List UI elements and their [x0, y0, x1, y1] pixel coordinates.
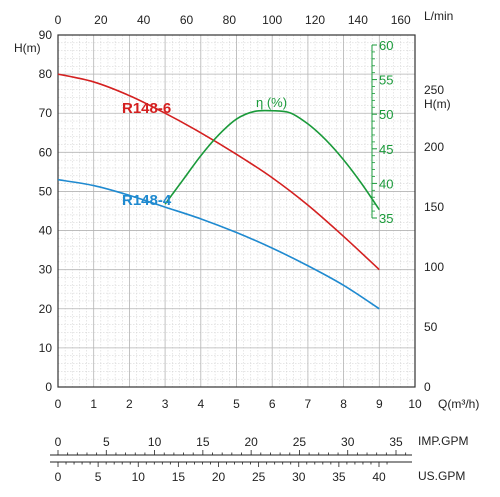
top-tick-label: 80 — [223, 13, 237, 27]
us-gpm-tick-label: 35 — [332, 470, 346, 484]
series-line-2 — [164, 109, 380, 211]
series-line-1 — [57, 178, 380, 310]
imp-gpm-tick-label: 30 — [341, 435, 355, 449]
us-gpm-tick-label: 25 — [252, 470, 266, 484]
us-gpm-tick-label: 5 — [95, 470, 102, 484]
y-tick-label: 90 — [39, 28, 53, 42]
imp-gpm-label: IMP.GPM — [418, 434, 468, 448]
eff-tick-label: 55 — [379, 73, 393, 88]
us-gpm-tick-label: 40 — [372, 470, 386, 484]
right-tick-label: 50 — [424, 320, 438, 334]
right-axis-label: H(m) — [424, 97, 451, 111]
top-tick-label: 120 — [305, 13, 325, 27]
x-tick-label: 2 — [126, 397, 133, 411]
imp-gpm-tick-label: 15 — [196, 435, 210, 449]
top-tick-label: 20 — [94, 13, 108, 27]
series-label-r148-4: R148-4 — [122, 192, 172, 209]
us-gpm-tick-label: 20 — [212, 470, 226, 484]
us-gpm-tick-label: 15 — [172, 470, 186, 484]
imp-gpm-tick-label: 5 — [103, 435, 110, 449]
plot-frame — [57, 34, 416, 388]
imp-gpm-tick-label: 25 — [293, 435, 307, 449]
x-axis-label: Q(m³/h) — [438, 397, 479, 411]
imp-gpm-tick-label: 10 — [148, 435, 162, 449]
imp-gpm-tick-label: 20 — [244, 435, 258, 449]
x-tick-label: 1 — [90, 397, 97, 411]
right-axis-label-top: 250 — [424, 83, 444, 97]
series-line-0 — [57, 73, 380, 271]
x-tick-label: 10 — [408, 397, 422, 411]
y-tick-label: 0 — [45, 380, 52, 394]
right-tick-label: 150 — [424, 200, 444, 214]
x-tick-label: 4 — [197, 397, 204, 411]
top-tick-label: 0 — [55, 13, 62, 27]
series-label-r148-6: R148-6 — [122, 100, 171, 117]
us-gpm-tick-label: 0 — [55, 470, 62, 484]
eff-tick-label: 60 — [379, 38, 393, 53]
y-axis-label: H(m) — [14, 41, 41, 55]
eff-tick-label: 50 — [379, 107, 393, 122]
top-tick-label: 160 — [391, 13, 411, 27]
top-tick-label: 100 — [262, 13, 282, 27]
y-tick-label: 40 — [39, 224, 53, 238]
eff-tick-label: 40 — [379, 176, 393, 191]
x-tick-label: 9 — [376, 397, 383, 411]
gpm-scales: 0 5 10 15 20 25 30 35 0 5 10 15 20 25 30 35 40 — [50, 435, 412, 484]
x-tick-label: 3 — [162, 397, 169, 411]
y-tick-label: 60 — [39, 145, 53, 159]
series-label-efficiency: η (%) — [256, 95, 287, 110]
y-tick-label: 10 — [39, 341, 53, 355]
us-gpm-tick-label: 10 — [132, 470, 146, 484]
axis-labels: H(m) L/min Q(m³/h) 250 H(m) IMP.GPM US.G… — [14, 9, 479, 483]
imp-gpm-tick-label: 35 — [389, 435, 403, 449]
top-tick-label: 140 — [348, 13, 368, 27]
x-tick-label: 6 — [269, 397, 276, 411]
right-tick-label: 100 — [424, 260, 444, 274]
eff-tick-label: 35 — [379, 211, 393, 226]
us-gpm-tick-label: 30 — [292, 470, 306, 484]
curves — [57, 73, 380, 310]
x-tick-label: 0 — [55, 397, 62, 411]
y-tick-label: 30 — [39, 263, 53, 277]
top-tick-label: 40 — [137, 13, 151, 27]
right-tick-label: 200 — [424, 140, 444, 154]
right-tick-label: 0 — [424, 380, 431, 394]
us-gpm-label: US.GPM — [418, 469, 465, 483]
y-tick-label: 70 — [39, 106, 53, 120]
y-tick-label: 50 — [39, 184, 53, 198]
x-tick-label: 5 — [233, 397, 240, 411]
imp-gpm-tick-label: 0 — [55, 435, 62, 449]
top-tick-label: 60 — [180, 13, 194, 27]
eff-tick-label: 45 — [379, 142, 393, 157]
major-grid — [57, 34, 416, 388]
x-tick-label: 8 — [340, 397, 347, 411]
y-tick-label: 80 — [39, 67, 53, 81]
y-tick-label: 20 — [39, 302, 53, 316]
x-tick-label: 7 — [305, 397, 312, 411]
top-axis-label: L/min — [424, 9, 453, 23]
efficiency-axis: 35 40 45 50 55 60 — [371, 38, 393, 226]
